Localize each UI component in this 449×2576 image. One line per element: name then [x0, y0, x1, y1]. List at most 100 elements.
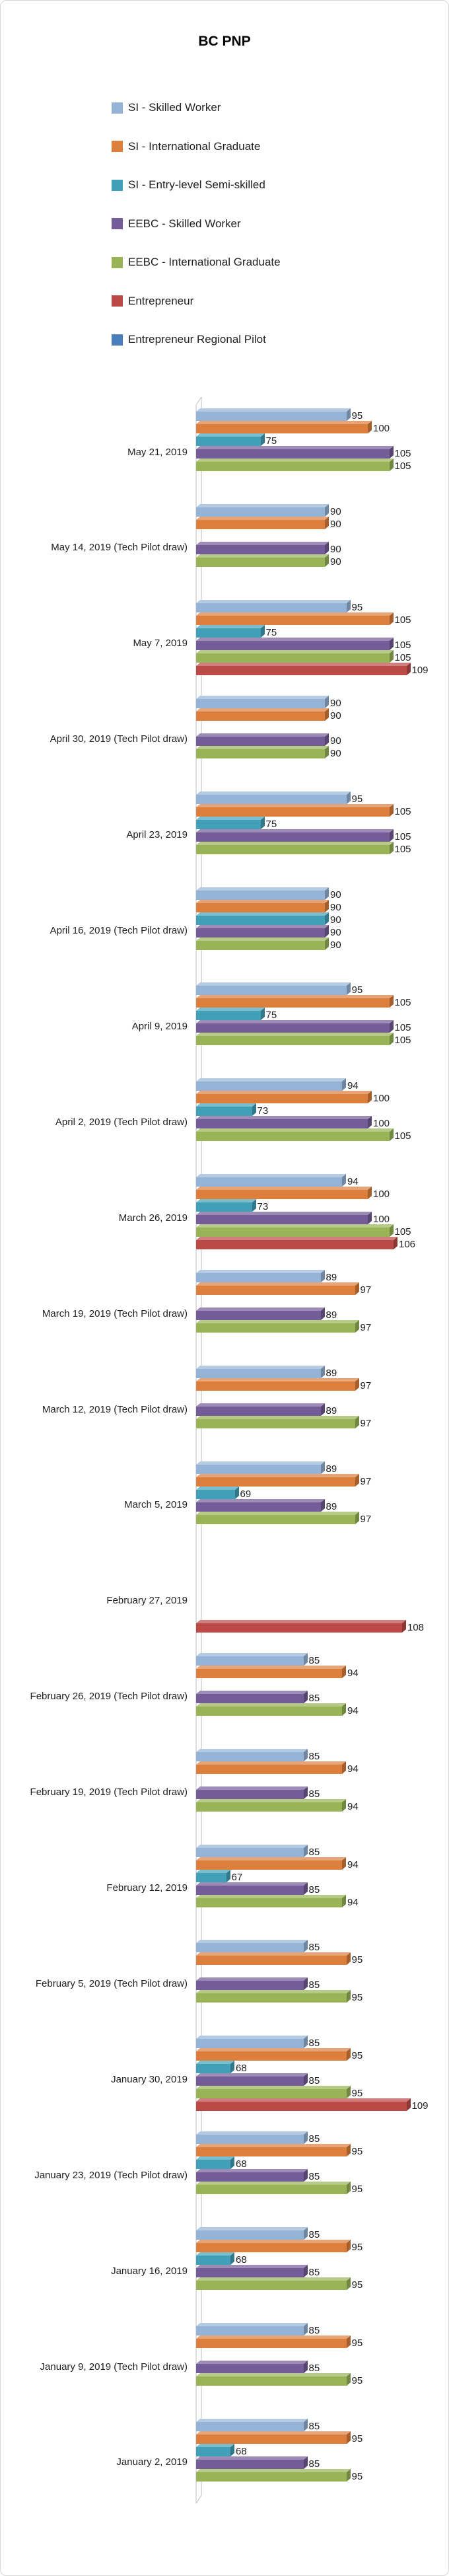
bar-face [196, 2376, 347, 2386]
bar-face [196, 2039, 304, 2049]
bar-top-face [196, 1857, 346, 1860]
bar: 105 [196, 612, 411, 625]
bar-top-face [196, 937, 329, 941]
bar: 95 [196, 2277, 363, 2291]
bar: 105 [196, 828, 411, 842]
bar: 95 [196, 599, 363, 612]
bar-top-face [196, 2086, 351, 2090]
bar: 90 [196, 733, 341, 746]
bar-top-face [196, 1116, 372, 1120]
bar: 105 [196, 1224, 411, 1237]
bar: 97 [196, 1511, 371, 1524]
bar: 97 [196, 1378, 371, 1391]
bar-value-label: 95 [351, 2146, 363, 2158]
bar-top-face [196, 1187, 372, 1191]
bar: 67 [196, 1869, 242, 1882]
bar-value-label: 108 [407, 1621, 425, 1633]
bar-value-label: 100 [373, 1118, 390, 1130]
bar-face [196, 1177, 342, 1187]
bar-face [196, 628, 261, 638]
bar-value-label: 95 [351, 2470, 363, 2482]
bar-side-face [260, 1008, 265, 1021]
bar-value-label: 85 [308, 2363, 320, 2374]
legend-label: EEBC - Skilled Worker [128, 217, 241, 230]
bar: 90 [196, 899, 341, 912]
bar: 85 [196, 2169, 320, 2182]
bar-value-label: 95 [351, 2279, 363, 2291]
bar-side-face [368, 1116, 372, 1129]
bar: 85 [196, 2227, 320, 2240]
bar: 95 [196, 2086, 363, 2099]
bar-top-face [196, 828, 394, 832]
bar-top-face [196, 1008, 265, 1012]
bar-value-label: 95 [351, 1992, 363, 2004]
bar-side-face [230, 2156, 234, 2170]
bar-top-face [196, 446, 394, 449]
bar-value-label: 85 [308, 1942, 320, 1954]
bar: 90 [196, 503, 341, 517]
legend-swatch [112, 141, 123, 152]
bar-face [196, 1228, 390, 1237]
bar-side-face [368, 1212, 372, 1225]
bar-face [196, 665, 407, 675]
bar-top-face [196, 2156, 234, 2160]
bar: 85 [196, 2073, 320, 2086]
bar: 90 [196, 887, 341, 900]
bar-top-face [196, 899, 329, 903]
category-label: March 12, 2019 (Tech Pilot draw) [42, 1403, 188, 1415]
category-label: March 19, 2019 (Tech Pilot draw) [42, 1307, 188, 1319]
bar-value-label: 85 [308, 1692, 320, 1704]
bar-value-label: 97 [360, 1322, 372, 1334]
category-label: February 26, 2019 (Tech Pilot draw) [30, 1691, 188, 1703]
bar-face [196, 412, 347, 421]
bar-top-face [196, 695, 329, 699]
bar-face [196, 1789, 304, 1799]
bar-face [196, 1190, 368, 1200]
legend-swatch [112, 334, 123, 346]
bar-face [196, 1369, 321, 1378]
bar-face [196, 2421, 304, 2431]
bar: 105 [196, 1128, 411, 1142]
bar: 89 [196, 1307, 337, 1321]
bar-value-label: 68 [236, 2445, 247, 2457]
bar-value-label: 85 [308, 2038, 320, 2049]
bar: 94 [196, 1078, 359, 1091]
bar-value-label: 90 [330, 926, 341, 938]
bar: 69 [196, 1486, 251, 1499]
bar-face [196, 1082, 342, 1091]
bar-top-face [196, 2169, 308, 2173]
bar-top-face [196, 2277, 351, 2281]
bar-top-face [196, 1844, 308, 1848]
bar-top-face [196, 816, 265, 820]
bar: 100 [196, 420, 390, 434]
bar-face [196, 1897, 342, 1907]
bar-value-label: 85 [308, 2267, 320, 2279]
bar-face [196, 615, 390, 625]
bar-value-label: 95 [351, 410, 363, 422]
bar: 95 [196, 2240, 363, 2253]
bar-top-face [196, 887, 329, 891]
bar-top-face [196, 2252, 234, 2256]
bar-face [196, 1286, 355, 1296]
bar-value-label: 105 [394, 448, 411, 459]
bar: 95 [196, 2048, 363, 2061]
bar-value-label: 95 [351, 2375, 363, 2386]
bar-value-label: 85 [308, 2325, 320, 2336]
bar-face [196, 1323, 355, 1333]
bar-face [196, 1693, 304, 1703]
bar-face [196, 1656, 304, 1666]
bar-value-label: 94 [347, 1858, 359, 1870]
bar-face [196, 603, 347, 612]
bar: 97 [196, 1473, 371, 1487]
bar-face [196, 2243, 347, 2253]
bar: 73 [196, 1199, 268, 1212]
bar-top-face [196, 1199, 256, 1203]
bar-top-face [196, 1307, 325, 1311]
bar-face [196, 698, 325, 708]
bar-top-face [196, 841, 394, 845]
bar: 68 [196, 2156, 247, 2170]
bar-value-label: 95 [351, 2433, 363, 2445]
legend-item: SI - International Graduate [112, 140, 281, 153]
bar-top-face [196, 421, 372, 424]
category-label: January 9, 2019 (Tech Pilot draw) [40, 2361, 188, 2373]
